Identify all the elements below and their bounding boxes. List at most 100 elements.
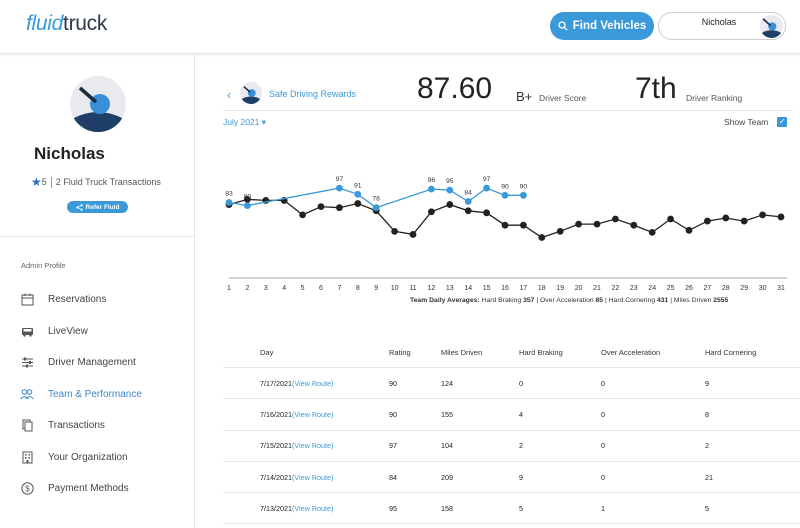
sidebar-item-label: Driver Management [48,357,136,369]
show-team-checkbox[interactable]: ✓ [777,117,788,127]
table-header-row: Day Rating Miles Driven Hard Braking Ove… [223,337,800,368]
show-team-toggle[interactable]: Show Team ✓ [724,117,788,127]
col-header-day: Day [260,347,274,357]
team-point [667,215,674,223]
cell-braking: 4 [519,409,523,419]
col-header-hard-braking: Hard Braking [519,347,563,357]
building-icon [20,450,34,464]
cell-accel: 0 [601,409,605,419]
view-route-link[interactable]: (View Route) [291,441,334,451]
svg-text:$: $ [25,485,30,494]
table-row: 7/14/2021 (View Route) 84 209 9 0 21 [223,462,800,494]
sidebar-item-transactions[interactable]: Transactions [0,410,195,442]
col-header-rating: Rating [389,347,411,357]
users-icon [20,387,34,401]
view-route-link[interactable]: (View Route) [291,503,334,513]
driver-point [428,185,435,193]
refer-fluid-button[interactable]: Refer Fluid [67,201,128,213]
sidebar-item-team-performance[interactable]: Team & Performance [0,379,195,411]
x-tick-label: 22 [612,285,620,292]
month-selector[interactable]: July 2021 ▾ [223,117,266,128]
back-chevron-icon[interactable]: ‹ [227,88,231,102]
x-tick-label: 4 [282,285,286,292]
driver-point [354,190,362,198]
sidebar-item-your-organization[interactable]: Your Organization [0,442,195,474]
driver-ranking-label: Driver Ranking [686,93,743,103]
user-menu-button[interactable]: Nicholas [658,12,786,40]
cell-accel: 0 [601,378,605,388]
safe-driving-rewards-title[interactable]: Safe Driving Rewards [269,89,357,99]
x-tick-label: 27 [704,285,712,292]
miles-label: Miles Driven [673,297,712,304]
team-point [501,221,509,229]
profile-rating-row: ★ 5 2 Fluid Truck Transactions [31,175,161,189]
x-tick-label: 24 [648,285,656,292]
view-route-link[interactable]: (View Route) [291,409,334,419]
team-point [648,228,656,236]
over-accel-value: 85 [595,297,604,304]
x-tick-label: 14 [464,285,472,292]
cell-day: 7/17/2021 (View Route) [260,368,333,398]
team-point [299,211,306,219]
team-point [464,207,472,215]
sidebar-item-label: Team & Performance [48,388,142,400]
x-tick-label: 2 [245,285,249,292]
view-route-link[interactable]: (View Route) [291,378,334,388]
sidebar-divider [0,236,195,237]
sidebar-item-liveview[interactable]: LiveView [0,316,195,348]
calendar-icon [20,293,34,307]
sidebar-item-payment-methods[interactable]: $ Payment Methods [0,473,195,505]
daily-table: Day Rating Miles Driven Hard Braking Ove… [223,337,800,525]
cell-rating: 90 [389,378,397,388]
view-route-link[interactable]: (View Route) [291,472,334,482]
col-header-miles: Miles Driven [441,347,483,357]
team-point [409,231,417,238]
refer-fluid-label: Refer Fluid [85,203,120,211]
driver-data-label: 78 [372,196,380,203]
driver-point [501,191,509,199]
team-point [704,217,711,225]
profile-transactions: 2 Fluid Truck Transactions [55,177,161,187]
sliders-icon [20,356,34,370]
team-point [575,220,582,228]
team-point [391,227,398,235]
driver-data-label: 83 [225,191,233,198]
hard-cornering-value: 431 [657,297,669,304]
month-selector-label: July 2021 [223,117,260,127]
cell-accel: 0 [601,441,605,451]
sidebar-item-driver-management[interactable]: Driver Management [0,347,195,379]
x-tick-label: 6 [319,285,323,292]
team-point [354,200,362,207]
x-tick-label: 12 [428,285,436,292]
driver-rank-value: 7th [635,72,677,105]
team-point [446,201,454,208]
profile-name: Nicholas [34,144,105,163]
x-tick-label: 25 [667,285,675,292]
hard-braking-label: Hard Braking [481,297,522,304]
fluid-truck-logo[interactable]: fluidtruck [26,12,107,36]
cell-accel: 1 [601,503,605,513]
cell-braking: 0 [519,378,523,388]
driver-data-label: 96 [428,177,436,184]
team-point [538,234,546,241]
x-tick-label: 7 [337,285,341,292]
x-tick-label: 23 [630,285,638,292]
x-tick-label: 8 [356,285,360,292]
team-point [428,208,435,216]
summary-divider [223,110,793,111]
find-vehicles-button[interactable]: Find Vehicles [550,12,654,40]
sidebar-item-reservations[interactable]: Reservations [0,284,195,316]
main-content: ‹ Safe Driving Rewards 87.60 B+ Driver S… [195,54,800,528]
team-point [685,226,693,234]
show-team-label: Show Team [724,117,769,127]
cell-day-date: 7/15/2021 [260,441,292,451]
team-point [483,209,490,217]
team-point [722,214,730,222]
documents-icon [20,419,34,433]
team-averages-label: Team Daily Averages: [410,297,480,304]
table-row: 7/15/2021 (View Route) 97 104 2 0 2 [223,431,800,462]
team-series-line [228,198,782,239]
cell-braking: 2 [519,441,523,451]
x-tick-label: 5 [301,285,305,292]
driver-data-label: 90 [501,183,509,190]
